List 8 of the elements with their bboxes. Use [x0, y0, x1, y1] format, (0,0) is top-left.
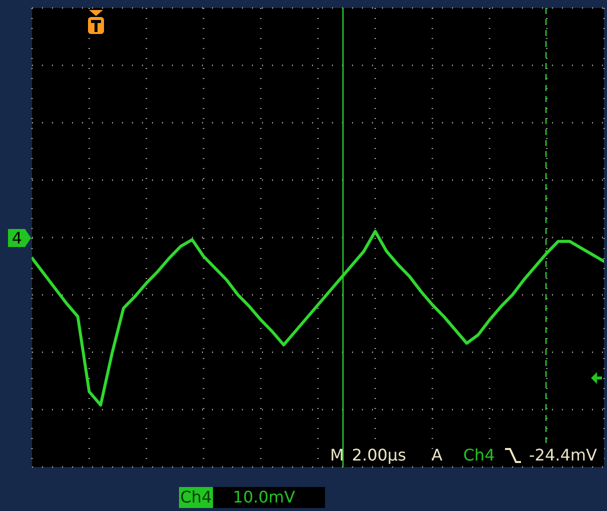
text: 4 — [12, 228, 22, 248]
text: M — [330, 446, 344, 464]
text: -24.4mV — [529, 446, 598, 464]
text: A — [432, 446, 443, 464]
text: 2.00µs — [352, 446, 406, 464]
text: Ch4 — [463, 446, 495, 464]
text: Ch4 — [180, 488, 212, 506]
text: 10.0mV — [232, 488, 296, 506]
